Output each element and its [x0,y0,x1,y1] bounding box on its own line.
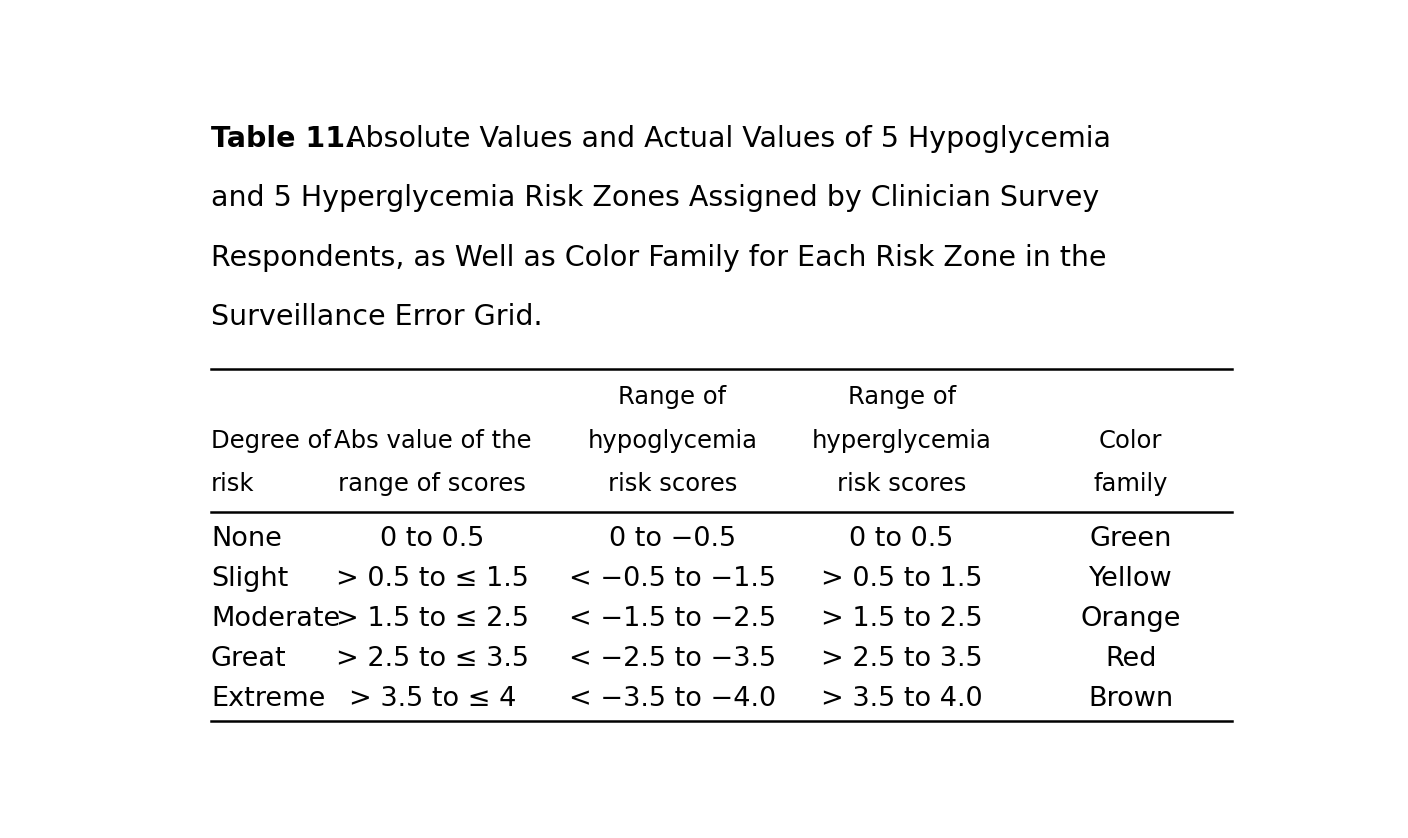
Text: < −1.5 to −2.5: < −1.5 to −2.5 [569,607,776,633]
Text: Color: Color [1100,429,1163,453]
Text: > 3.5 to 4.0: > 3.5 to 4.0 [821,686,983,712]
Text: Moderate: Moderate [211,607,341,633]
Text: and 5 Hyperglycemia Risk Zones Assigned by Clinician Survey: and 5 Hyperglycemia Risk Zones Assigned … [211,184,1100,213]
Text: Surveillance Error Grid.: Surveillance Error Grid. [211,303,542,331]
Text: Yellow: Yellow [1088,566,1173,592]
Text: < −0.5 to −1.5: < −0.5 to −1.5 [569,566,776,592]
Text: 0 to 0.5: 0 to 0.5 [380,526,484,552]
Text: Orange: Orange [1080,607,1181,633]
Text: > 3.5 to ≤ 4: > 3.5 to ≤ 4 [349,686,517,712]
Text: 0 to 0.5: 0 to 0.5 [849,526,953,552]
Text: Respondents, as Well as Color Family for Each Risk Zone in the: Respondents, as Well as Color Family for… [211,244,1107,272]
Text: Brown: Brown [1088,686,1173,712]
Text: Green: Green [1090,526,1171,552]
Text: hyperglycemia: hyperglycemia [811,429,991,453]
Text: < −3.5 to −4.0: < −3.5 to −4.0 [569,686,776,712]
Text: Absolute Values and Actual Values of 5 Hypoglycemia: Absolute Values and Actual Values of 5 H… [338,125,1111,153]
Text: Red: Red [1105,646,1156,672]
Text: > 2.5 to 3.5: > 2.5 to 3.5 [821,646,983,672]
Text: Degree of: Degree of [211,429,331,453]
Text: Extreme: Extreme [211,686,325,712]
Text: hypoglycemia: hypoglycemia [587,429,758,453]
Text: < −2.5 to −3.5: < −2.5 to −3.5 [569,646,776,672]
Text: > 1.5 to ≤ 2.5: > 1.5 to ≤ 2.5 [337,607,529,633]
Text: Abs value of the: Abs value of the [334,429,531,453]
Text: family: family [1094,473,1169,496]
Text: None: None [211,526,282,552]
Text: risk: risk [211,473,255,496]
Text: Slight: Slight [211,566,289,592]
Text: > 0.5 to ≤ 1.5: > 0.5 to ≤ 1.5 [337,566,529,592]
Text: Table 11.: Table 11. [211,125,356,153]
Text: risk scores: risk scores [608,473,738,496]
Text: Range of: Range of [848,385,956,410]
Text: 0 to −0.5: 0 to −0.5 [608,526,736,552]
Text: Great: Great [211,646,287,672]
Text: > 2.5 to ≤ 3.5: > 2.5 to ≤ 3.5 [337,646,529,672]
Text: risk scores: risk scores [836,473,966,496]
Text: range of scores: range of scores [338,473,527,496]
Text: > 1.5 to 2.5: > 1.5 to 2.5 [821,607,983,633]
Text: > 0.5 to 1.5: > 0.5 to 1.5 [821,566,983,592]
Text: Range of: Range of [618,385,727,410]
